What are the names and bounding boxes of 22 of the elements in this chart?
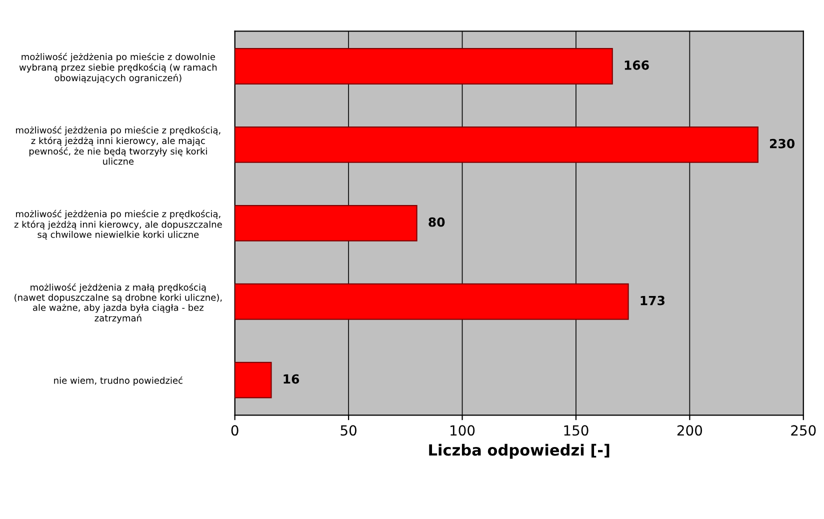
y-tick-label: możliwość jeżdżenia po mieście z prędkością, z którą jeżdżą inni kierowcy, ale dopuszczalne są chwilowe niewielkie korki uliczne	[14, 210, 222, 240]
y-tick-label: możliwość jeżdżenia po mieście z prędkością, z którą jeżdżą inni kierowcy, ale mając pewność, że nie będą tworzyły się korki uliczne	[16, 126, 220, 165]
bar	[234, 283, 629, 320]
x-axis-title: Liczba odpowiedzi [-]	[429, 444, 610, 459]
data-label: 230	[770, 138, 795, 148]
bar	[234, 126, 758, 163]
x-tick-label: 0	[231, 425, 238, 436]
data-label: 80	[428, 217, 445, 227]
data-label: 173	[640, 296, 664, 306]
x-tick-label: 200	[677, 425, 702, 436]
data-label: 166	[624, 60, 649, 70]
y-tick-label: możliwość jeżdżenia z małą prędkością (nawet dopuszczalne są drobne korki uliczne), ale ważne, aby jazda była ciągła - bez zatrzymań	[14, 283, 222, 324]
bar	[234, 362, 272, 398]
bar	[234, 48, 613, 84]
bar	[234, 204, 418, 242]
y-tick-label: nie wiem, trudno powiedzieć	[54, 376, 182, 386]
y-tick-label: możliwość jeżdżenia po mieście z dowolnie wybraną przez siebie prędkością (w ramach obowiązujących ograniczeń)	[19, 52, 217, 84]
x-tick-label: 250	[791, 425, 816, 436]
data-label: 16	[284, 374, 300, 384]
x-tick-label: 50	[340, 425, 356, 436]
x-tick-label: 100	[450, 425, 475, 436]
x-tick-label: 150	[564, 425, 588, 436]
